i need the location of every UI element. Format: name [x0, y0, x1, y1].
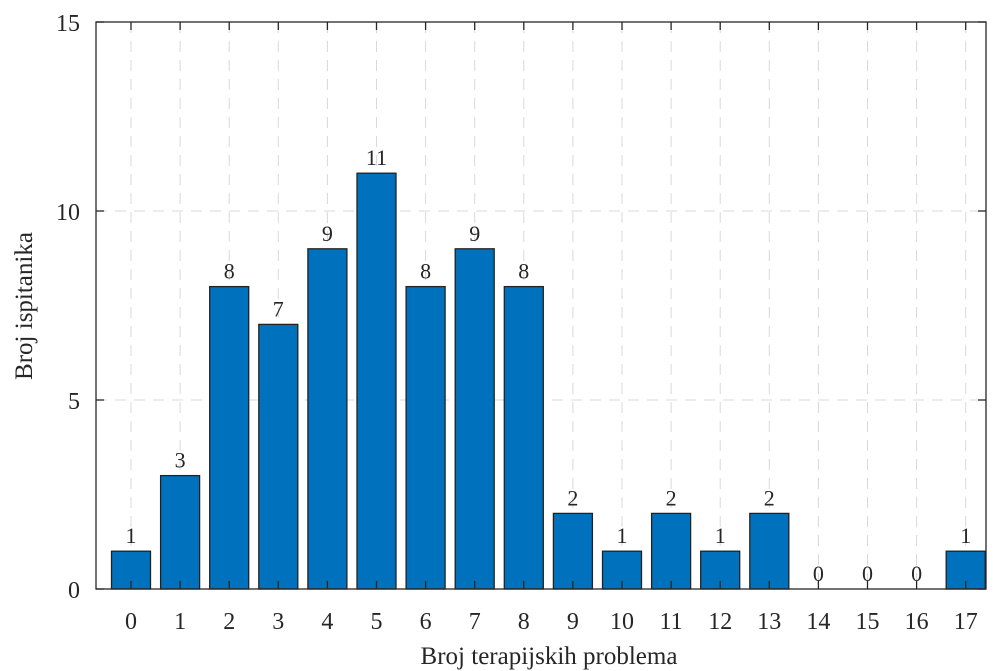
x-tick-label: 5: [371, 609, 383, 635]
y-axis-title: Broj ispitanika: [11, 232, 38, 380]
tick-marks: [96, 21, 986, 590]
data-label: 2: [567, 485, 578, 510]
data-label: 9: [469, 221, 480, 246]
data-label: 1: [617, 523, 628, 548]
data-label: 7: [273, 296, 284, 321]
data-label: 8: [518, 259, 529, 284]
x-axis-title: Broj terapijskih problema: [421, 643, 678, 670]
bar: [209, 285, 250, 590]
x-tick-label: 15: [856, 609, 880, 635]
data-label: 2: [764, 485, 775, 510]
data-label: 0: [862, 561, 873, 586]
data-label: 9: [322, 221, 333, 246]
x-tick-label: 11: [660, 609, 683, 635]
x-tick-label: 10: [610, 609, 634, 635]
x-tick-labels: 0 1 2 3 4 5 6 7 8 9 10 11 12 13 14 15 16 17: [125, 609, 978, 635]
x-tick-label: 4: [321, 609, 333, 635]
bar: [454, 248, 495, 590]
data-label: 2: [666, 485, 677, 510]
bar: [356, 172, 397, 590]
bar: [503, 285, 544, 590]
y-tick-label: 15: [56, 11, 80, 37]
bar: [650, 512, 692, 590]
data-label: 1: [960, 523, 971, 548]
x-tick-label: 6: [420, 609, 432, 635]
bars: [110, 172, 986, 590]
x-tick-label: 2: [223, 609, 235, 635]
data-label: 0: [813, 561, 824, 586]
y-tick-labels: 0 5 10 15: [56, 11, 80, 604]
y-tick-label: 5: [68, 389, 80, 415]
data-labels: 1 3 8 7 9 11 8 9 8 2 1 2 1 2 0 0 0 1: [126, 145, 972, 586]
bar: [307, 248, 348, 590]
data-label: 0: [911, 561, 922, 586]
bar: [405, 285, 446, 590]
y-tick-label: 10: [56, 200, 80, 226]
data-label: 1: [126, 523, 137, 548]
x-tick-label: 9: [567, 609, 579, 635]
x-tick-label: 12: [708, 609, 732, 635]
data-label: 8: [420, 259, 431, 284]
x-tick-label: 1: [174, 609, 186, 635]
x-tick-label: 13: [757, 609, 781, 635]
x-tick-label: 8: [518, 609, 530, 635]
bar: [552, 512, 594, 590]
x-tick-label: 16: [905, 609, 929, 635]
bar: [159, 474, 201, 590]
x-tick-label: 7: [469, 609, 481, 635]
bar: [749, 512, 790, 590]
data-label: 3: [175, 448, 186, 473]
plot-border: [95, 21, 987, 590]
x-tick-label: 14: [806, 609, 830, 635]
data-label: 8: [224, 259, 235, 284]
x-tick-label: 3: [272, 609, 284, 635]
x-tick-label: 0: [125, 609, 137, 635]
y-tick-label: 0: [68, 578, 80, 604]
x-tick-label: 17: [954, 609, 978, 635]
bar: [258, 323, 299, 590]
data-label: 1: [715, 523, 726, 548]
data-label: 11: [366, 145, 387, 170]
plot-frame: [95, 21, 987, 590]
